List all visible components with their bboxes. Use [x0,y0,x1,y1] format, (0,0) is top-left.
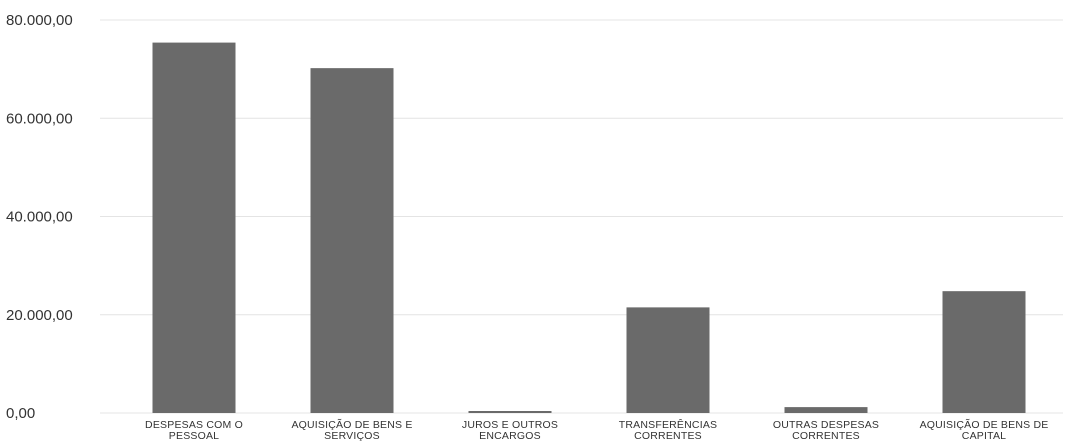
x-category-label-line: SERVIÇOS [324,430,380,442]
x-category-label: JUROS E OUTROS ENCARGOS [462,419,558,442]
gridlines [100,19,1063,414]
y-tick-label: 20.000,00 [6,307,73,324]
bar [468,411,552,413]
y-tick-label: 60.000,00 [6,110,73,127]
x-category-label-line: CORRENTES [634,430,702,442]
y-tick-label: 40.000,00 [6,209,73,226]
bar [152,42,236,413]
x-category-label-line: AQUISIÇÃO DE BENS DE [920,418,1049,431]
x-category-label: OUTRAS DESPESAS CORRENTES [773,419,879,442]
y-tick-label: 80.000,00 [6,12,73,29]
x-category-label-line: AQUISIÇÃO DE BENS E [291,418,412,431]
bar [784,407,868,413]
x-category-label-line: CAPITAL [962,430,1006,442]
x-category-label-line: CORRENTES [792,430,860,442]
y-tick-label: 0,00 [6,405,35,422]
x-category-label-line: TRANSFERÊNCIAS [619,418,717,431]
x-category-label: AQUISIÇÃO DE BENS E SERVIÇOS [291,418,412,442]
x-category-label-line: OUTRAS DESPESAS [773,419,879,431]
x-axis-category-labels: DESPESAS COM O PESSOAL AQUISIÇÃO DE BENS E… [145,418,1048,442]
x-category-label: DESPESAS COM O PESSOAL [145,419,243,442]
x-category-label-line: PESSOAL [169,430,219,442]
y-axis-tick-labels: 0,00 20.000,00 40.000,00 60.000,00 80.000,00 [6,12,73,422]
bar [310,68,394,413]
x-category-label-line: JUROS E OUTROS [462,419,558,431]
bar [626,307,710,413]
bars [152,42,1026,413]
x-category-label-line: ENCARGOS [479,430,541,442]
x-category-label: AQUISIÇÃO DE BENS DE CAPITAL [920,418,1049,442]
x-category-label: TRANSFERÊNCIAS CORRENTES [619,418,717,442]
bar [942,291,1026,413]
x-category-label-line: DESPESAS COM O [145,419,243,431]
